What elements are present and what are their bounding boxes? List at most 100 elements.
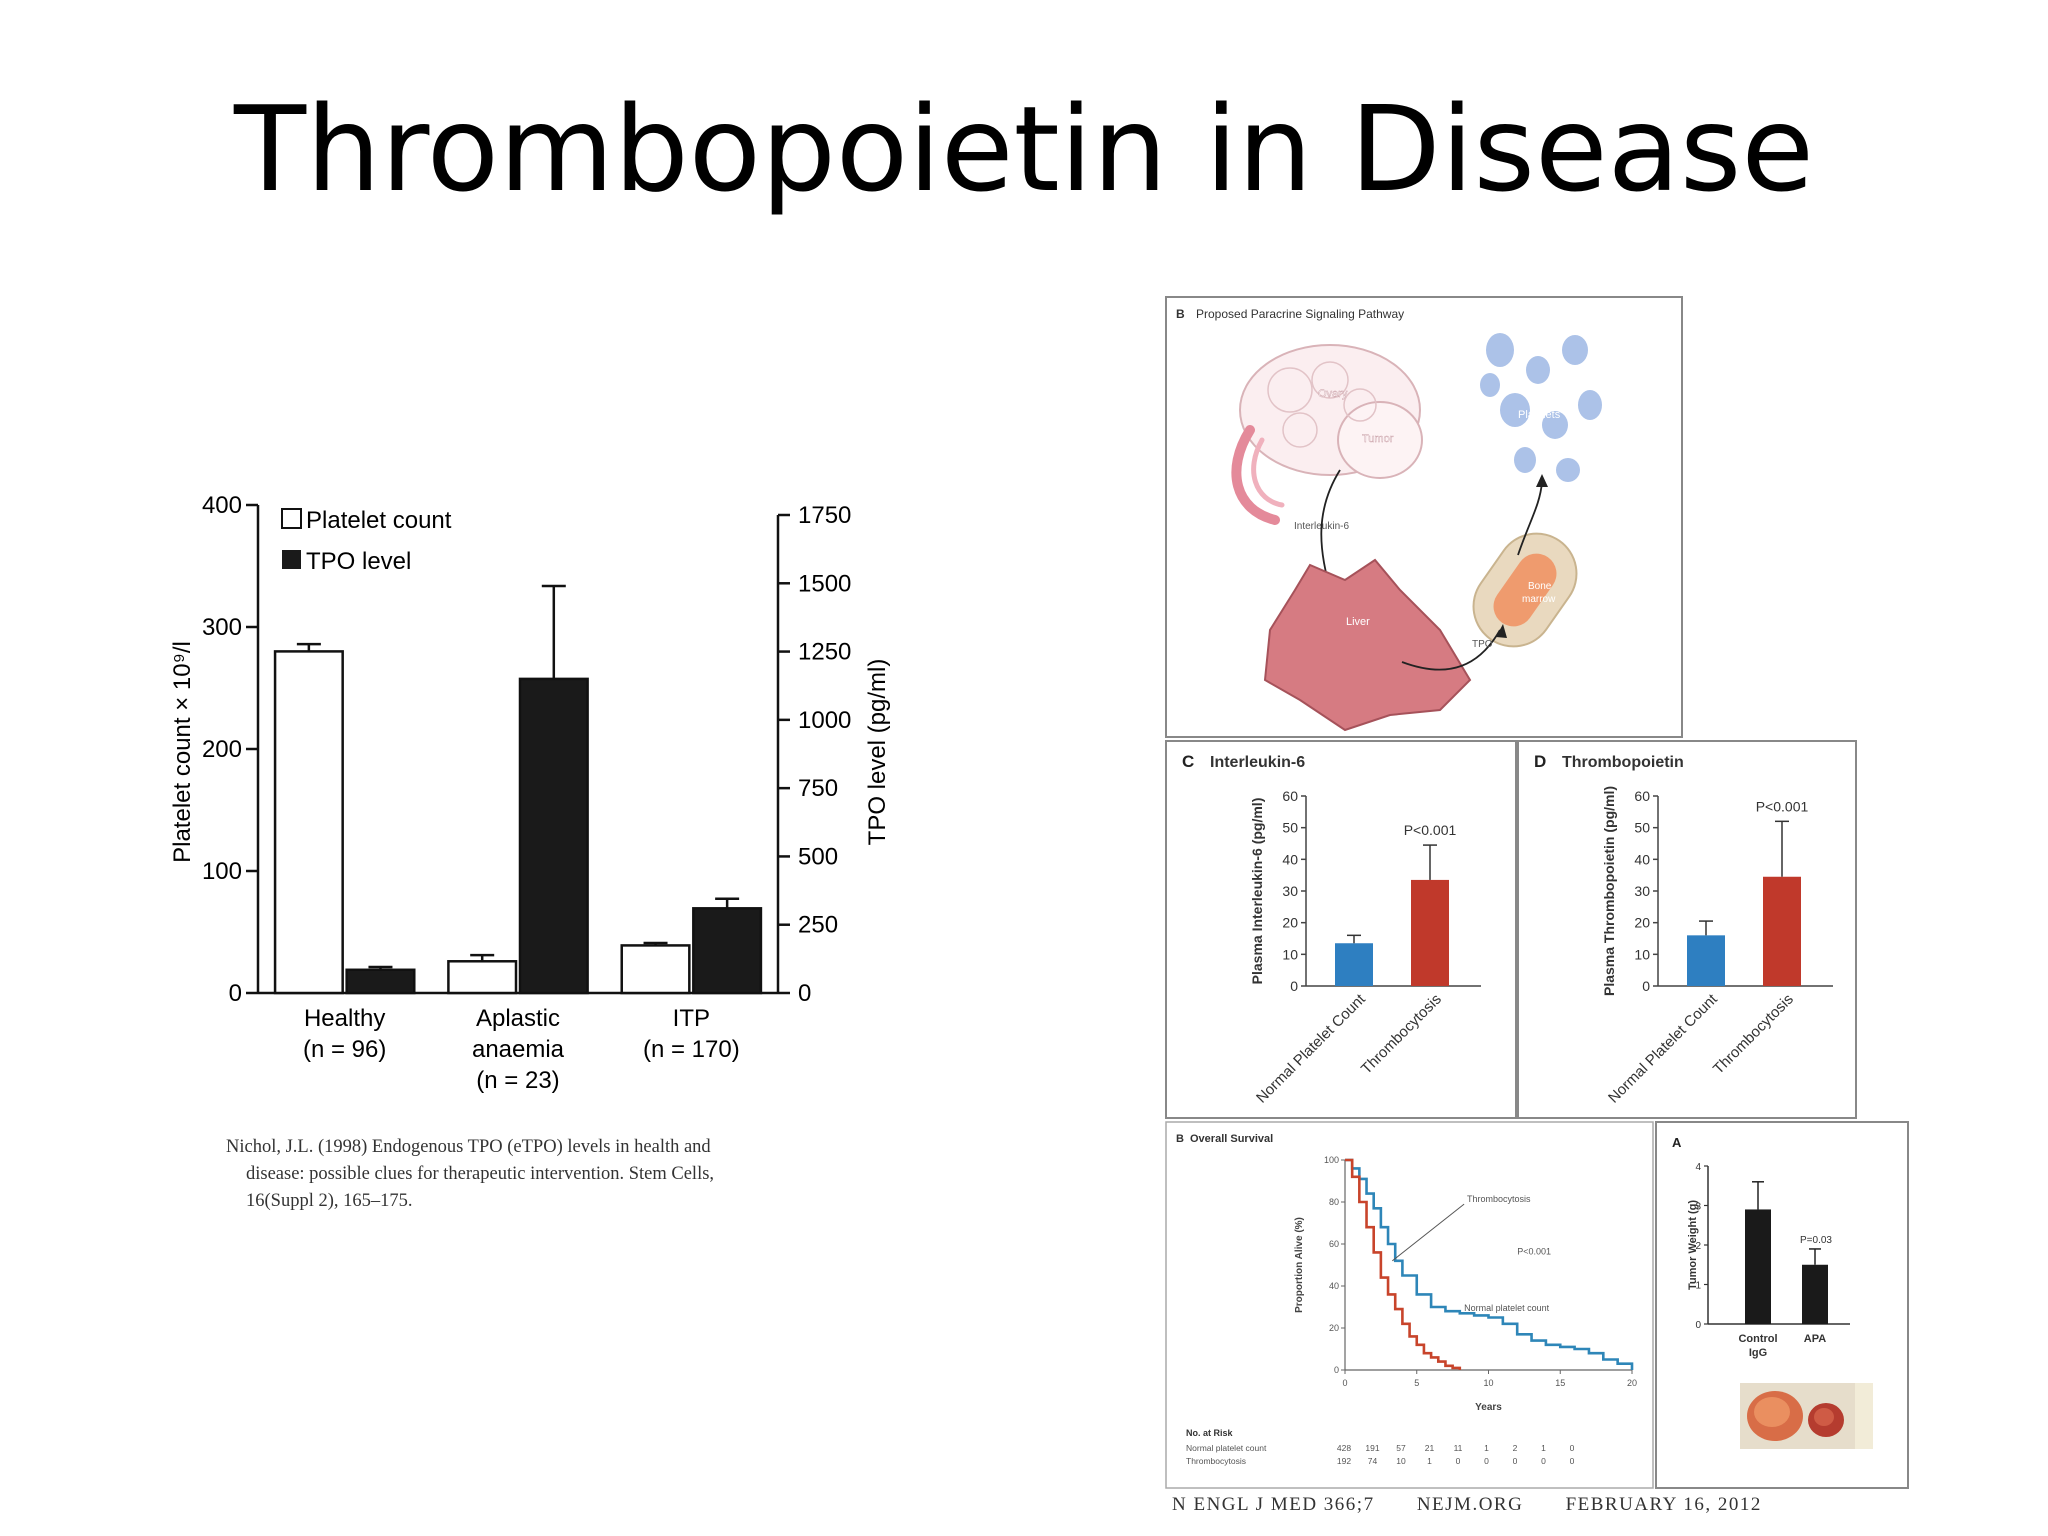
right-y-tick-label: 1500 <box>798 570 851 597</box>
footer-date: FEBRUARY 16, 2012 <box>1565 1494 1762 1515</box>
x-category-label: anaemia <box>472 1036 565 1063</box>
footer-site: NEJM.ORG <box>1416 1494 1524 1515</box>
tpo-arrow <box>1401 629 1501 671</box>
survival-curve-0 <box>1345 1158 1634 1370</box>
y-tick-label: 30 <box>1282 883 1298 899</box>
x-tick-label: 0 <box>1342 1378 1347 1388</box>
panel-title: Thrombopoietin <box>1562 754 1684 771</box>
x-category-label: APA <box>1804 1333 1826 1345</box>
y-axis-title: Plasma Thrombopoietin (pg/ml) <box>1601 786 1617 996</box>
bar-0 <box>1745 1209 1771 1324</box>
risk-value: 0 <box>1484 1456 1489 1466</box>
tumor-label: Tumor <box>1362 433 1394 445</box>
citation-line-1: Nichol, J.L. (1998) Endogenous TPO (eTPO… <box>226 1137 711 1157</box>
x-category-label: ITP <box>673 1005 710 1032</box>
y-tick-label: 60 <box>1329 1239 1339 1249</box>
x-tick-label: 10 <box>1483 1378 1493 1388</box>
risk-value: 10 <box>1396 1456 1406 1466</box>
right-y-tick-label: 1000 <box>798 707 851 734</box>
bar-1 <box>1763 876 1801 986</box>
y-tick-label: 40 <box>1282 851 1298 867</box>
panel-letter: B <box>1176 1133 1184 1145</box>
pathway-panel-letter: B <box>1176 307 1185 321</box>
platelet-release-arrow <box>1517 481 1543 556</box>
risk-value: 21 <box>1425 1443 1435 1453</box>
panel-frame-d <box>1517 740 1857 1119</box>
panel-title: Interleukin-6 <box>1210 754 1305 771</box>
risk-value: 0 <box>1513 1456 1518 1466</box>
x-category-label-2: IgG <box>1749 1347 1767 1359</box>
right-y-tick-label: 1750 <box>798 502 851 529</box>
platelet-release-arrowhead <box>1536 474 1548 487</box>
right-y-tick-label: 500 <box>798 843 838 870</box>
y-tick-label: 40 <box>1329 1281 1339 1291</box>
risk-row-label: Normal platelet count <box>1186 1443 1267 1453</box>
x-tick-label: 15 <box>1555 1378 1565 1388</box>
panel-title: Overall Survival <box>1190 1133 1273 1145</box>
bar-0 <box>1335 943 1373 986</box>
risk-value: 0 <box>1570 1456 1575 1466</box>
legend-label-platelet: Platelet count <box>306 507 452 534</box>
bar-1 <box>1802 1264 1828 1324</box>
ovary-illustration <box>1231 344 1423 525</box>
risk-value: 1 <box>1541 1443 1546 1453</box>
liver-label: Liver <box>1346 616 1370 628</box>
x-category-label: Aplastic <box>476 1005 560 1032</box>
right-y-tick-label: 1250 <box>798 639 851 666</box>
panel-letter: A <box>1672 1135 1682 1150</box>
left-y-tick-label: 300 <box>202 614 242 641</box>
risk-value: 11 <box>1454 1443 1463 1453</box>
risk-value: 74 <box>1368 1456 1378 1466</box>
bar-tpo-level-2 <box>692 907 763 995</box>
legend-swatch-tpo <box>282 550 301 569</box>
series-label-thrombocytosis: Thrombocytosis <box>1467 1194 1531 1204</box>
risk-value: 428 <box>1337 1443 1351 1453</box>
y-tick-label: 20 <box>1282 915 1298 931</box>
x-category-label: (n = 23) <box>476 1067 559 1094</box>
y-tick-label: 3 <box>1695 1202 1701 1213</box>
series-leader-thrombocytosis <box>1392 1203 1465 1262</box>
panel-frame-survival <box>1165 1121 1654 1489</box>
legend-label-tpo: TPO level <box>306 548 411 575</box>
p-value-label: P<0.001 <box>1517 1247 1551 1257</box>
tumor-photo <box>1740 1383 1873 1449</box>
y-tick-label: 2 <box>1695 1241 1701 1252</box>
left-y-tick-label: 0 <box>229 980 242 1007</box>
y-tick-label: 0 <box>1334 1365 1339 1375</box>
left-y-axis-title: Platelet count × 10⁹/l <box>169 641 196 863</box>
bar-1 <box>1411 879 1449 986</box>
footer-journal: N ENGL J MED 366;7 <box>1172 1494 1375 1515</box>
right-y-axis-title: TPO level (pg/ml) <box>864 659 891 846</box>
right-y-tick-label: 750 <box>798 775 838 802</box>
y-tick-label: 20 <box>1329 1323 1339 1333</box>
x-tick-label: 20 <box>1627 1378 1637 1388</box>
x-category-label: Healthy <box>304 1005 385 1032</box>
risk-value: 1 <box>1427 1456 1432 1466</box>
risk-value: 191 <box>1365 1443 1379 1453</box>
right-y-tick-label: 250 <box>798 912 838 939</box>
bar-platelet-count-2 <box>620 944 691 995</box>
x-category-label: Control <box>1738 1333 1777 1345</box>
x-axis-title: Years <box>1475 1402 1502 1413</box>
risk-value: 57 <box>1396 1443 1406 1453</box>
liver-illustration <box>1263 558 1472 732</box>
pathway-diagram: B Proposed Paracrine Signaling Pathway O… <box>1176 307 1602 732</box>
bar-tpo-level-1 <box>518 677 589 995</box>
y-tick-label: 60 <box>1634 788 1650 804</box>
y-tick-label: 0 <box>1695 1320 1701 1331</box>
y-tick-label: 40 <box>1634 851 1650 867</box>
risk-row-label: Thrombocytosis <box>1186 1456 1246 1466</box>
platelets-label: Platelets <box>1518 409 1561 421</box>
y-tick-label: 20 <box>1634 915 1650 931</box>
bone-marrow-illustration <box>1472 532 1578 648</box>
x-category-label: (n = 96) <box>303 1036 386 1063</box>
risk-value: 0 <box>1541 1456 1546 1466</box>
y-tick-label: 10 <box>1634 946 1650 962</box>
citation: Nichol, J.L. (1998) Endogenous TPO (eTPO… <box>226 1134 786 1215</box>
risk-value: 192 <box>1337 1456 1351 1466</box>
y-tick-label: 0 <box>1290 978 1298 994</box>
citation-line-2: disease: possible clues for therapeutic … <box>246 1164 715 1184</box>
bar-0 <box>1687 935 1725 986</box>
